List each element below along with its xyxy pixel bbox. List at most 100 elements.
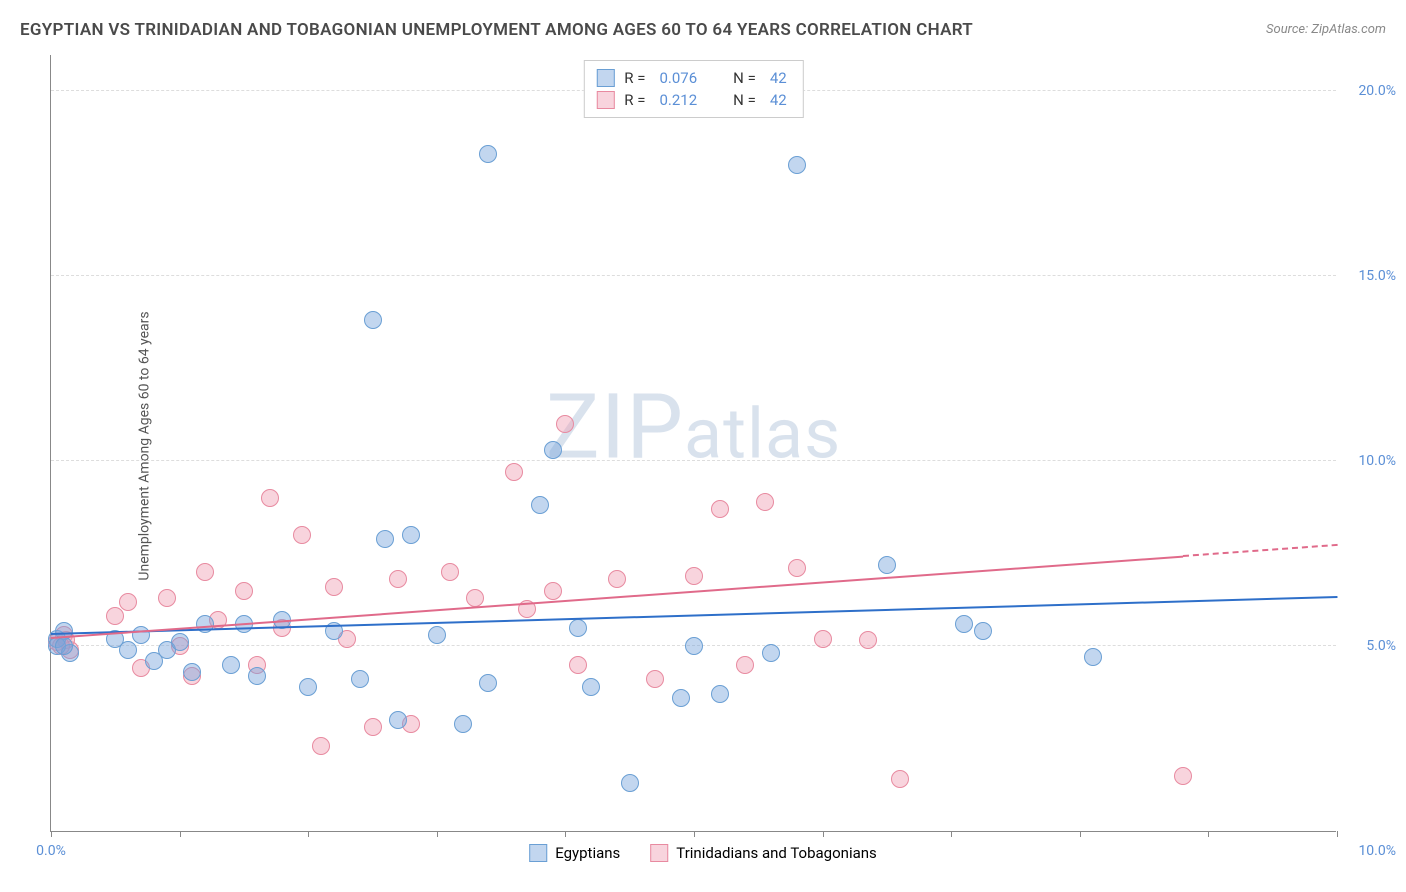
scatter-point-egyptians	[299, 678, 317, 696]
x-tick	[1337, 831, 1338, 837]
legend-r-label: R =	[624, 91, 645, 109]
scatter-point-trinidadians	[466, 589, 484, 607]
legend-label: Trinidadians and Tobagonians	[676, 844, 876, 862]
scatter-point-trinidadians	[389, 570, 407, 588]
scatter-point-egyptians	[389, 711, 407, 729]
legend-swatch	[596, 91, 614, 109]
scatter-point-egyptians	[531, 496, 549, 514]
scatter-point-egyptians	[376, 530, 394, 548]
gridline	[51, 275, 1336, 276]
scatter-point-egyptians	[248, 667, 266, 685]
y-tick-label: 10.0%	[1358, 453, 1396, 469]
legend-r-value: 0.212	[659, 91, 697, 109]
legend-swatch	[596, 69, 614, 87]
scatter-point-egyptians	[974, 622, 992, 640]
y-tick-label: 15.0%	[1358, 268, 1396, 284]
scatter-point-trinidadians	[196, 563, 214, 581]
legend-item: Egyptians	[529, 844, 620, 862]
scatter-point-trinidadians	[569, 656, 587, 674]
scatter-point-egyptians	[955, 615, 973, 633]
scatter-point-trinidadians	[608, 570, 626, 588]
scatter-point-trinidadians	[312, 737, 330, 755]
x-tick	[180, 831, 181, 837]
y-tick-label: 20.0%	[1358, 83, 1396, 99]
plot-area: ZIPatlas R =0.076N =42R =0.212N =42 5.0%…	[50, 55, 1336, 832]
x-tick	[951, 831, 952, 837]
scatter-point-trinidadians	[788, 559, 806, 577]
scatter-point-egyptians	[544, 441, 562, 459]
correlation-chart: EGYPTIAN VS TRINIDADIAN AND TOBAGONIAN U…	[0, 0, 1406, 892]
scatter-point-egyptians	[569, 619, 587, 637]
scatter-point-egyptians	[132, 626, 150, 644]
scatter-point-egyptians	[119, 641, 137, 659]
scatter-point-egyptians	[582, 678, 600, 696]
legend-label: Egyptians	[555, 844, 620, 862]
scatter-point-trinidadians	[891, 770, 909, 788]
scatter-point-egyptians	[428, 626, 446, 644]
scatter-point-trinidadians	[235, 582, 253, 600]
scatter-point-egyptians	[788, 156, 806, 174]
legend-n-label: N =	[733, 91, 756, 109]
scatter-point-egyptians	[685, 637, 703, 655]
scatter-point-trinidadians	[441, 563, 459, 581]
x-tick	[694, 831, 695, 837]
scatter-point-egyptians	[183, 663, 201, 681]
scatter-point-egyptians	[171, 633, 189, 651]
gridline	[51, 460, 1336, 461]
scatter-point-trinidadians	[756, 493, 774, 511]
legend-n-value: 42	[770, 91, 787, 109]
scatter-point-trinidadians	[646, 670, 664, 688]
scatter-point-trinidadians	[1174, 767, 1192, 785]
x-tick-label: 0.0%	[36, 843, 66, 859]
scatter-point-trinidadians	[544, 582, 562, 600]
x-tick	[308, 831, 309, 837]
y-tick-label: 5.0%	[1366, 638, 1396, 654]
scatter-point-trinidadians	[556, 415, 574, 433]
scatter-point-egyptians	[621, 774, 639, 792]
scatter-point-trinidadians	[364, 718, 382, 736]
legend-n-value: 42	[770, 69, 787, 87]
x-tick	[823, 831, 824, 837]
x-tick-label: 10.0%	[1358, 843, 1396, 859]
scatter-point-trinidadians	[293, 526, 311, 544]
scatter-point-egyptians	[402, 526, 420, 544]
scatter-point-egyptians	[1084, 648, 1102, 666]
x-tick	[1080, 831, 1081, 837]
scatter-point-trinidadians	[685, 567, 703, 585]
x-tick	[51, 831, 52, 837]
scatter-point-egyptians	[479, 674, 497, 692]
legend-r-label: R =	[624, 69, 645, 87]
legend-r-value: 0.076	[659, 69, 697, 87]
legend-swatch	[529, 844, 547, 862]
scatter-point-trinidadians	[119, 593, 137, 611]
scatter-point-egyptians	[479, 145, 497, 163]
scatter-point-egyptians	[222, 656, 240, 674]
legend-n-label: N =	[733, 69, 756, 87]
scatter-point-egyptians	[762, 644, 780, 662]
legend-stats-row: R = 0.212 N = 42	[596, 89, 790, 111]
legend-stats: R = 0.076 N = 42 R = 0.212 N = 42	[583, 60, 803, 118]
scatter-point-trinidadians	[158, 589, 176, 607]
chart-title: EGYPTIAN VS TRINIDADIAN AND TOBAGONIAN U…	[20, 20, 973, 40]
x-tick	[437, 831, 438, 837]
scatter-point-egyptians	[55, 637, 73, 655]
legend-item: Trinidadians and Tobagonians	[650, 844, 876, 862]
trend-line	[51, 555, 1183, 638]
x-tick	[565, 831, 566, 837]
x-tick	[1208, 831, 1209, 837]
scatter-point-trinidadians	[736, 656, 754, 674]
scatter-point-trinidadians	[261, 489, 279, 507]
legend-series: Egyptians Trinidadians and Tobagonians	[529, 844, 877, 862]
scatter-point-trinidadians	[106, 607, 124, 625]
scatter-point-egyptians	[878, 556, 896, 574]
scatter-point-egyptians	[351, 670, 369, 688]
legend-swatch	[650, 844, 668, 862]
scatter-point-trinidadians	[711, 500, 729, 518]
scatter-point-egyptians	[454, 715, 472, 733]
scatter-point-egyptians	[711, 685, 729, 703]
scatter-point-trinidadians	[814, 630, 832, 648]
scatter-point-trinidadians	[325, 578, 343, 596]
legend-stats-row: R = 0.076 N = 42	[596, 67, 790, 89]
trend-line	[1183, 544, 1337, 557]
scatter-point-egyptians	[672, 689, 690, 707]
